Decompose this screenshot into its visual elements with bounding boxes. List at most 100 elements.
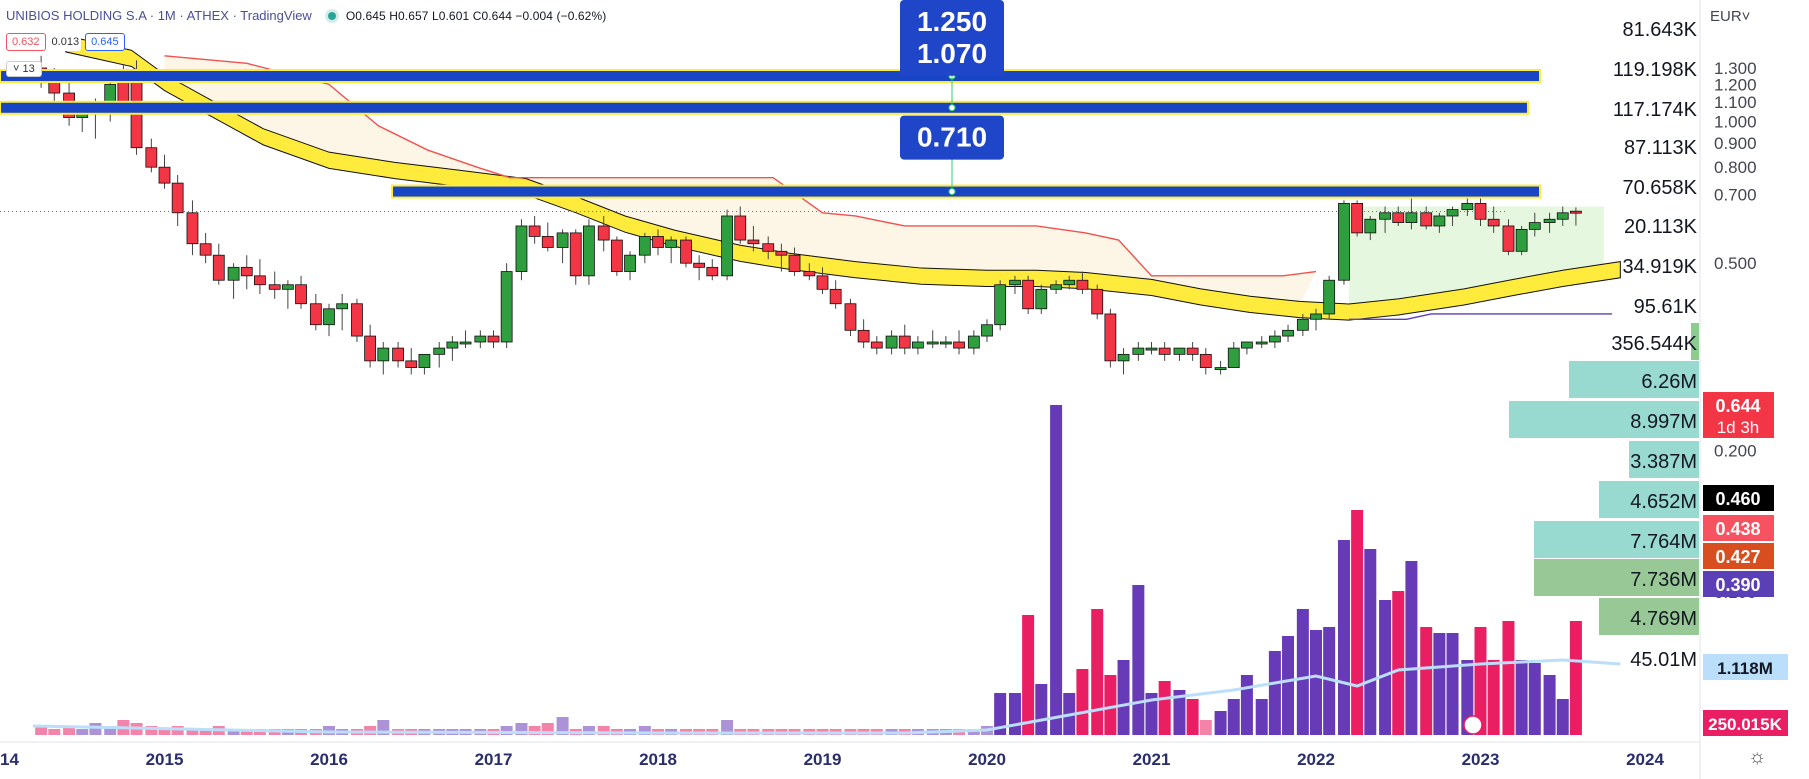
candle-body	[336, 303, 349, 310]
time-axis-tick: 2020	[968, 750, 1006, 769]
currency-selector[interactable]: EUR˅	[1710, 8, 1751, 25]
candle-body	[1091, 288, 1104, 315]
volume-bar	[582, 726, 595, 735]
candle-body	[844, 303, 857, 331]
sell-price-button[interactable]: 0.632	[6, 33, 46, 51]
candle-body	[1104, 313, 1117, 362]
candle-body	[610, 239, 623, 272]
candle-body	[1461, 203, 1474, 211]
candle-body	[474, 335, 487, 343]
volume-bar	[1268, 651, 1281, 735]
time-axis-tick: 2024	[1626, 750, 1664, 769]
volume-bar	[1132, 585, 1145, 735]
volume-bar	[1474, 627, 1487, 735]
volume-bar	[104, 726, 117, 735]
volume-profile-label: 87.113K	[1624, 137, 1698, 159]
indicators-toggle[interactable]: ˅ 13	[6, 61, 42, 77]
price-badge-countdown: 1d 3h	[1717, 418, 1760, 437]
price-badge-label: 0.427	[1715, 547, 1760, 567]
candle-body	[528, 225, 541, 237]
candle-body	[309, 303, 322, 326]
candle-body	[994, 284, 1007, 326]
candle-body	[597, 225, 610, 241]
volume-bar	[186, 729, 199, 735]
volume-bar	[35, 726, 48, 735]
buy-price-button[interactable]: 0.645	[85, 33, 125, 51]
candle-body	[446, 341, 459, 349]
volume-bar	[89, 723, 102, 735]
candle-body	[870, 341, 883, 349]
candle-body	[227, 266, 240, 281]
volume-badge-label: 250.015K	[1708, 715, 1782, 734]
volume-bar	[171, 726, 184, 735]
volume-profile-label: 70.658K	[1622, 177, 1697, 199]
candle-body	[295, 284, 307, 305]
time-axis-tick: 2016	[310, 750, 348, 769]
candle-body	[515, 225, 528, 272]
candle-body	[254, 275, 266, 286]
price-badge-label: 0.644	[1715, 396, 1760, 416]
candle-body	[1405, 212, 1418, 223]
volume-profile-label: 4.769M	[1630, 608, 1697, 630]
trend-cloud-area	[164, 55, 1316, 306]
candle-body	[186, 212, 199, 245]
symbol-title[interactable]: UNIBIOS HOLDING S.A · 1M · ATHEX · Tradi…	[6, 8, 312, 23]
volume-bar	[1543, 675, 1556, 735]
volume-bar	[1392, 591, 1405, 735]
candle-body	[158, 166, 171, 184]
price-badge	[1703, 392, 1774, 438]
candle-body	[912, 341, 924, 349]
candle-body	[680, 239, 692, 264]
volume-bar	[63, 726, 76, 735]
volume-bar	[1556, 699, 1569, 735]
indicator-count: 13	[22, 63, 35, 75]
candle-body	[1158, 347, 1171, 355]
candle-body	[323, 308, 335, 326]
volume-bar	[1296, 609, 1309, 735]
candle-body	[1364, 218, 1377, 234]
candle-body	[1199, 353, 1212, 368]
candle-body	[665, 239, 678, 248]
candle-body	[583, 225, 595, 277]
price-badge	[1703, 543, 1774, 569]
time-axis-tick: 2018	[639, 750, 677, 769]
candle-body	[541, 236, 554, 248]
volume-profile-label: 7.736M	[1630, 569, 1697, 591]
candle-body	[1173, 347, 1186, 355]
candle-body	[392, 347, 404, 362]
volume-average-line	[32, 658, 1621, 735]
time-axis-tick: 2015	[146, 750, 184, 769]
candle-body	[652, 236, 664, 248]
moving-average-band	[65, 35, 1621, 321]
candle-body	[1502, 225, 1515, 252]
price-axis-tick: 0.200	[1714, 441, 1757, 460]
volume-bar	[1405, 561, 1418, 735]
volume-profile-bar	[1629, 441, 1699, 478]
candle-body	[212, 254, 225, 281]
candle-body	[1487, 218, 1500, 227]
volume-profile-label: 7.764M	[1630, 531, 1697, 553]
price-axis-tick: 1.300	[1714, 59, 1757, 78]
trade-chips: 0.632 0.013 0.645	[6, 33, 125, 51]
lightning-alert-icon	[1463, 715, 1483, 735]
candle-body	[1515, 228, 1528, 252]
resistance-level-bar	[0, 69, 1541, 84]
candle-body	[721, 215, 733, 277]
time-axis-tick: 2022	[1297, 750, 1335, 769]
candle-body	[816, 275, 829, 290]
volume-bar	[1364, 549, 1377, 735]
candle-body	[1351, 203, 1364, 234]
volume-bar	[556, 717, 569, 735]
ohlc-readout: O0.645 H0.657 L0.601 C0.644 −0.004 (−0.6…	[345, 8, 607, 23]
volume-bar	[1173, 690, 1186, 735]
candle-body	[405, 360, 418, 368]
candle-body	[500, 271, 513, 343]
price-badge-label: 0.460	[1715, 489, 1760, 509]
volume-bar	[1515, 660, 1528, 735]
volume-bar	[1433, 633, 1446, 735]
candle-body	[762, 243, 775, 252]
candle-body	[1117, 353, 1130, 362]
settings-gear-icon[interactable]: ☼	[1748, 746, 1767, 768]
